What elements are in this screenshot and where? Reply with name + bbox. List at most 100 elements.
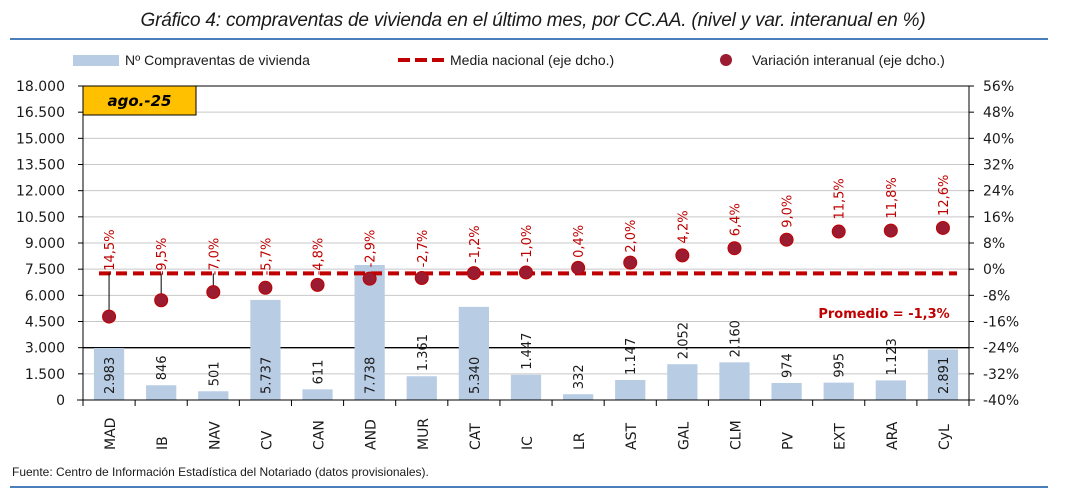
bar-cyl <box>927 349 959 400</box>
point-can <box>310 277 325 292</box>
bar-mur <box>406 376 437 400</box>
bar-labels: 2.983 846 501 5.737 611 7.738 1.361 5.340 1.447 3… <box>103 320 952 394</box>
left-tick-label: 4.500 <box>25 315 65 331</box>
point-label-clm: 6,4% <box>728 203 743 236</box>
bar-label: 1.447 <box>520 333 535 370</box>
point-cv <box>258 280 273 295</box>
bar-cat <box>458 306 489 400</box>
bar-label: 611 <box>312 360 327 385</box>
legend-swatch-variation <box>720 54 732 66</box>
bar-label: 1.147 <box>624 338 639 375</box>
point-label-ast: 2,0% <box>624 220 639 253</box>
point-label-cv: -5,7% <box>259 238 274 276</box>
left-tick-label: 3.000 <box>25 341 65 357</box>
right-tick-label: 16% <box>983 210 1014 226</box>
bar-label: 7.738 <box>364 357 379 394</box>
x-tick-label-cyl: CyL <box>937 424 953 450</box>
right-tick-label: 40% <box>983 131 1014 147</box>
bar-label: 2.891 <box>937 357 952 394</box>
point-label-pv: 9,0% <box>781 195 796 228</box>
point-cyl <box>935 220 950 235</box>
point-labels: -14,5% -9,5% -7,0% -5,7% -4,8% -2,9% -2,7% -1,2… <box>103 175 952 276</box>
bar-lr <box>563 394 594 400</box>
left-tick-label: 7.500 <box>25 262 65 278</box>
left-axis-tick-labels: 0 1.500 3.000 4.500 6.000 7.500 9.000 10.500 12.… <box>16 79 65 409</box>
right-tick-label: 32% <box>983 158 1014 174</box>
right-tick-label: -16% <box>983 315 1019 331</box>
legend-item-bars: Nº Compraventas de vivienda <box>73 52 310 68</box>
point-label-gal: 4,2% <box>676 210 691 243</box>
chart-title: Gráfico 4: compraventas de vivienda en e… <box>140 10 926 31</box>
bar-label: 5.737 <box>259 357 274 394</box>
point-label-mad: -14,5% <box>103 229 118 275</box>
point-label-and: -2,9% <box>364 230 379 268</box>
point-label-ext: 11,5% <box>833 178 848 219</box>
axes <box>77 85 975 406</box>
bar-label: 2.160 <box>728 320 743 357</box>
point-and <box>362 271 377 286</box>
bar-label: 5.340 <box>468 357 483 394</box>
point-mur <box>414 270 429 285</box>
chart-legend: Nº Compraventas de vivienda Media nacion… <box>0 52 1066 74</box>
point-label-cyl: 12,6% <box>937 175 952 216</box>
point-gal <box>675 248 690 263</box>
bar-and <box>354 265 385 400</box>
point-ib <box>154 293 169 308</box>
point-label-cat: -1,2% <box>468 225 483 263</box>
bar-clm <box>719 362 750 400</box>
right-tick-label: -40% <box>983 393 1019 409</box>
right-tick-label: -24% <box>983 341 1019 357</box>
bar-label: 2.052 <box>676 322 691 359</box>
average-annotation: Promedio = -1,3% <box>818 307 949 322</box>
bar-label: 2.983 <box>103 357 118 394</box>
bar-label: 974 <box>781 353 796 378</box>
bar-gal <box>667 364 698 400</box>
point-label-ib: -9,5% <box>155 238 170 276</box>
x-tick-label-cat: CAT <box>468 423 484 450</box>
legend-swatch-bars <box>73 54 119 66</box>
bar-label: 332 <box>572 364 587 389</box>
left-tick-label: 18.000 <box>16 79 65 95</box>
x-tick-label-mad: MAD <box>103 418 119 450</box>
bar-label: 1.361 <box>416 334 431 371</box>
x-tick-label-ib: IB <box>155 436 171 450</box>
legend-item-average: Media nacional (eje dcho.) <box>398 52 614 68</box>
right-tick-label: 8% <box>983 236 1005 252</box>
point-nav <box>206 285 221 300</box>
legend-swatch-average <box>398 58 444 62</box>
legend-label-average: Media nacional (eje dcho.) <box>450 52 615 68</box>
legend-label-bars: Nº Compraventas de vivienda <box>125 52 310 68</box>
left-tick-label: 1.500 <box>25 367 65 383</box>
bar-mad <box>93 347 125 400</box>
left-tick-label: 15.000 <box>16 131 65 147</box>
x-tick-label-clm: CLM <box>728 420 744 450</box>
legend-item-variation: Variación interanual (eje dcho.) <box>706 52 945 68</box>
x-tick-label-ic: IC <box>520 436 536 450</box>
point-ext <box>831 224 846 239</box>
period-badge-label: ago.-25 <box>108 92 172 110</box>
left-tick-label: 13.500 <box>16 158 65 174</box>
point-mad <box>102 309 117 324</box>
x-tick-label-gal: GAL <box>676 422 692 450</box>
left-tick-label: 10.500 <box>16 210 65 226</box>
legend-label-variation: Variación interanual (eje dcho.) <box>752 52 945 68</box>
x-tick-label-ast: AST <box>624 423 640 450</box>
point-label-mur: -2,7% <box>416 230 431 268</box>
x-tick-label-and: AND <box>364 419 380 450</box>
point-ic <box>519 265 533 280</box>
right-tick-label: 48% <box>983 105 1014 121</box>
bar-series <box>93 265 959 400</box>
x-tick-label-ext: EXT <box>833 423 849 450</box>
bar-ast <box>615 379 646 400</box>
x-tick-label-cv: CV <box>259 430 275 450</box>
bar-nav <box>198 391 229 400</box>
point-label-ic: -1,0% <box>520 225 535 263</box>
point-label-ara: 11,8% <box>885 177 900 218</box>
bar-ib <box>146 385 177 400</box>
left-tick-label: 0 <box>56 393 65 409</box>
bar-label: 995 <box>833 353 848 378</box>
bar-ara <box>875 380 906 400</box>
bar-ext <box>823 382 854 400</box>
x-tick-label-pv: PV <box>781 432 797 450</box>
